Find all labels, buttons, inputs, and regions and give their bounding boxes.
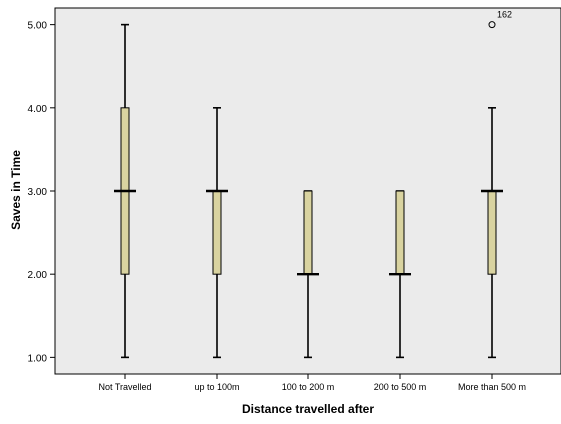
y-tick-label: 5.00: [28, 21, 48, 32]
box-3: [297, 190, 319, 359]
box-1: [114, 23, 136, 359]
iqr-box: [395, 190, 405, 275]
y-tick-label: 2.00: [28, 270, 48, 281]
box-2: [206, 107, 228, 359]
y-tick-label: 4.00: [28, 104, 48, 115]
x-tick-label: Not Travelled: [98, 382, 151, 392]
outlier-label: 162: [497, 10, 512, 20]
y-tick-label: 3.00: [28, 187, 48, 198]
box-5: 162: [481, 10, 512, 359]
box-4: [389, 190, 411, 359]
x-tick-label: 100 to 200 m: [282, 382, 335, 392]
y-axis: 1.00 2.00 3.00 4.00 5.00: [28, 21, 55, 364]
outlier-point: [488, 21, 496, 29]
x-tick-label: 200 to 500 m: [374, 382, 427, 392]
x-tick-label: More than 500 m: [458, 382, 526, 392]
iqr-box: [487, 190, 497, 275]
x-axis: Not Travelled up to 100m 100 to 200 m 200 t…: [98, 374, 526, 392]
y-axis-label: Saves in Time: [9, 150, 23, 230]
iqr-box: [303, 190, 313, 275]
y-tick-label: 1.00: [28, 353, 48, 364]
x-axis-label: Distance travelled after: [242, 402, 374, 416]
iqr-box: [212, 190, 222, 275]
x-tick-label: up to 100m: [194, 382, 239, 392]
boxes: 162: [114, 10, 512, 359]
